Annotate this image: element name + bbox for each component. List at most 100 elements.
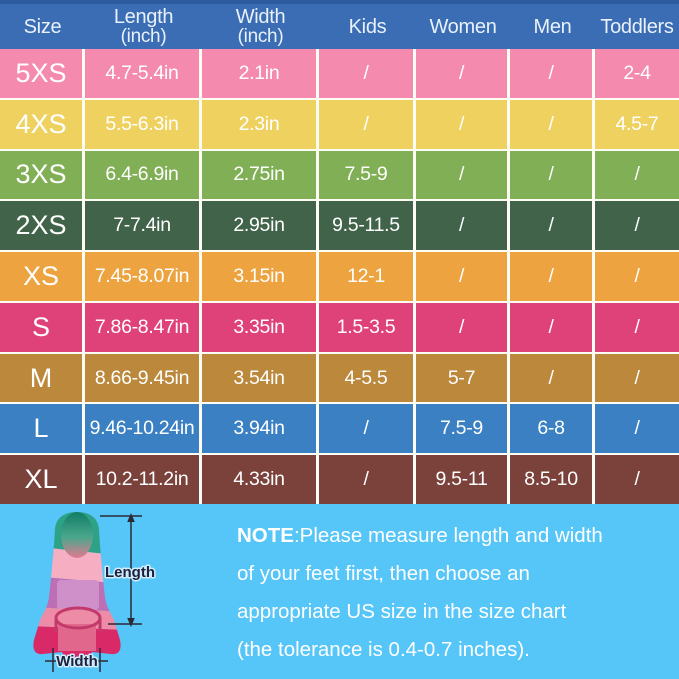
table-row-5xs: 5XS 4.7-5.4in 2.1in / //2-4 — [0, 49, 679, 98]
fin-opening-sides — [54, 618, 102, 632]
cell-width: 2.95in — [202, 201, 319, 251]
column-header-subtitle: (inch) — [237, 25, 284, 47]
cell-men: / — [510, 99, 595, 149]
cell-men: / — [510, 302, 595, 352]
cell-length: 4.7-5.4in — [85, 49, 202, 98]
cell-size: M — [0, 353, 85, 403]
note-line-4: (the tolerance is 0.4-0.7 inches). — [237, 638, 530, 661]
cell-toddlers: / — [634, 366, 640, 389]
cell-kids: / — [319, 49, 416, 98]
note-text: NOTE:Please measure length and width of … — [237, 517, 603, 669]
cell-size: 4XS — [0, 99, 85, 149]
column-header-kids: Kids — [319, 17, 416, 37]
cell-men: 8.5-10 — [510, 455, 595, 505]
cell-kids: / — [319, 99, 416, 149]
column-header-length: Length (inch) — [85, 7, 202, 47]
cell-kids: / — [319, 455, 416, 505]
cell-men: / — [510, 49, 595, 98]
cell-men: / — [510, 353, 595, 403]
column-header-toddlers: Toddlers — [595, 17, 679, 37]
cell-kids: 4-5.5 — [319, 353, 416, 403]
note-line-3: appropriate US size in the size chart — [237, 600, 567, 623]
cell-women: / — [416, 252, 510, 301]
column-header-women: Women — [416, 17, 510, 37]
cell-width: 3.35in — [202, 302, 319, 352]
cell-women: 5-7 — [416, 353, 510, 403]
table-row-2xs: 2XS 7-7.4in 2.95in 9.5-11.5// / — [0, 199, 679, 251]
width-dimension-lines — [45, 648, 108, 672]
table-row-m: M 8.66-9.45in 3.54in 4-5.5 5-7// — [0, 351, 679, 403]
cell-toddlers: 2-4 — [623, 61, 651, 84]
cell-women: / — [416, 302, 510, 352]
length-arrow-up — [127, 513, 135, 522]
cell-toddlers: / — [634, 315, 640, 338]
table-row-l: L 9.46-10.24in 3.94in/7.5-9 6-8/ — [0, 402, 679, 454]
cell-length: 8.66-9.45in — [85, 353, 202, 403]
cell-length: 6.4-6.9in — [85, 150, 202, 200]
cell-length: 7.86-8.47in — [85, 302, 202, 352]
cell-toddlers: / — [634, 417, 640, 440]
column-header-men: Men — [510, 17, 595, 37]
cell-length: 5.5-6.3in — [85, 99, 202, 149]
table-body: 5XS 4.7-5.4in 2.1in / //2-4 4XS 5.5-6.3in 2.3in… — [0, 49, 679, 505]
cell-men: / — [510, 201, 595, 251]
cell-kids: 9.5-11.5 — [319, 201, 416, 251]
cell-width: 4.33in — [202, 455, 319, 505]
cell-women: 9.5-11 — [416, 455, 510, 505]
table-row-xl: XL 10.2-11.2in 4.33in/9.5-11 8.5-10/ — [0, 453, 679, 505]
width-label: Width — [56, 653, 98, 670]
cell-width: 3.15in — [202, 252, 319, 301]
table-row-4xs: 4XS 5.5-6.3in 2.3in / //4.5-7 — [0, 97, 679, 149]
cell-size: 2XS — [0, 201, 85, 251]
cell-kids: 7.5-9 — [319, 150, 416, 200]
note-prefix: NOTE — [237, 524, 294, 547]
cell-toddlers: / — [634, 163, 640, 186]
length-arrow-down — [127, 618, 135, 627]
column-header-label: Men — [533, 15, 572, 38]
cell-size: L — [0, 404, 85, 454]
cell-size: 5XS — [0, 49, 85, 98]
size-table: Size Length (inch) Width (inch) Kids Women Men T… — [0, 0, 679, 505]
fin-toe-shade — [61, 512, 93, 558]
cell-women: 7.5-9 — [416, 404, 510, 454]
fin-illustration: Length Width — [33, 512, 157, 672]
note-section: Length Width NOTE:Please measure length … — [0, 504, 679, 679]
cell-toddlers: / — [634, 468, 640, 491]
column-header-size: Size — [0, 17, 85, 37]
note-line-1: NOTE:Please measure length and width — [237, 517, 603, 555]
fin-heel-tab — [58, 624, 96, 651]
cell-women: / — [416, 49, 510, 98]
cell-men: 6-8 — [510, 404, 595, 454]
cell-size: XS — [0, 252, 85, 301]
cell-width: 2.1in — [202, 49, 319, 98]
cell-toddlers: / — [634, 214, 640, 237]
fin-magenta-band — [33, 626, 121, 660]
cell-toddlers: 4.5-7 — [615, 112, 659, 135]
column-header-label: Toddlers — [600, 15, 674, 38]
length-dimension-lines — [100, 515, 142, 625]
cell-women: / — [416, 99, 510, 149]
cell-toddlers: / — [634, 265, 640, 288]
cell-women: / — [416, 150, 510, 200]
cell-size: XL — [0, 455, 85, 505]
table-row-3xs: 3XS 6.4-6.9in 2.75in 7.5-9// / — [0, 148, 679, 200]
column-header-label: Kids — [348, 15, 387, 38]
cell-women: / — [416, 201, 510, 251]
column-header-subtitle: (inch) — [120, 25, 167, 47]
column-header-label: Women — [429, 15, 497, 38]
fin-pocket-highlight — [57, 580, 99, 610]
cell-size: 3XS — [0, 150, 85, 200]
column-header-width: Width (inch) — [202, 7, 319, 47]
cell-length: 10.2-11.2in — [85, 455, 202, 505]
table-header-row: Size Length (inch) Width (inch) Kids Women Men T… — [0, 0, 679, 49]
cell-men: / — [510, 252, 595, 301]
column-header-label: Length — [113, 5, 174, 28]
cell-kids: 12-1 — [319, 252, 416, 301]
length-label: Length — [105, 564, 155, 581]
cell-kids: / — [319, 404, 416, 454]
cell-width: 3.94in — [202, 404, 319, 454]
cell-length: 7-7.4in — [85, 201, 202, 251]
note-line-1-text: :Please measure length and width — [293, 524, 603, 547]
cell-length: 9.46-10.24in — [85, 404, 202, 454]
